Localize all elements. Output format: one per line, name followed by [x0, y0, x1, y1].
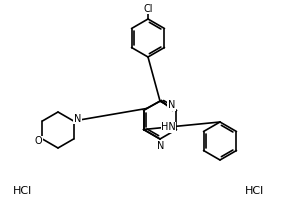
Text: N: N	[74, 114, 81, 124]
Text: HCl: HCl	[245, 186, 265, 196]
Text: O: O	[35, 136, 42, 146]
Text: N: N	[157, 141, 165, 151]
Text: HN: HN	[161, 122, 176, 133]
Text: N: N	[168, 101, 175, 111]
Text: HCl: HCl	[12, 186, 32, 196]
Text: Cl: Cl	[143, 4, 153, 14]
